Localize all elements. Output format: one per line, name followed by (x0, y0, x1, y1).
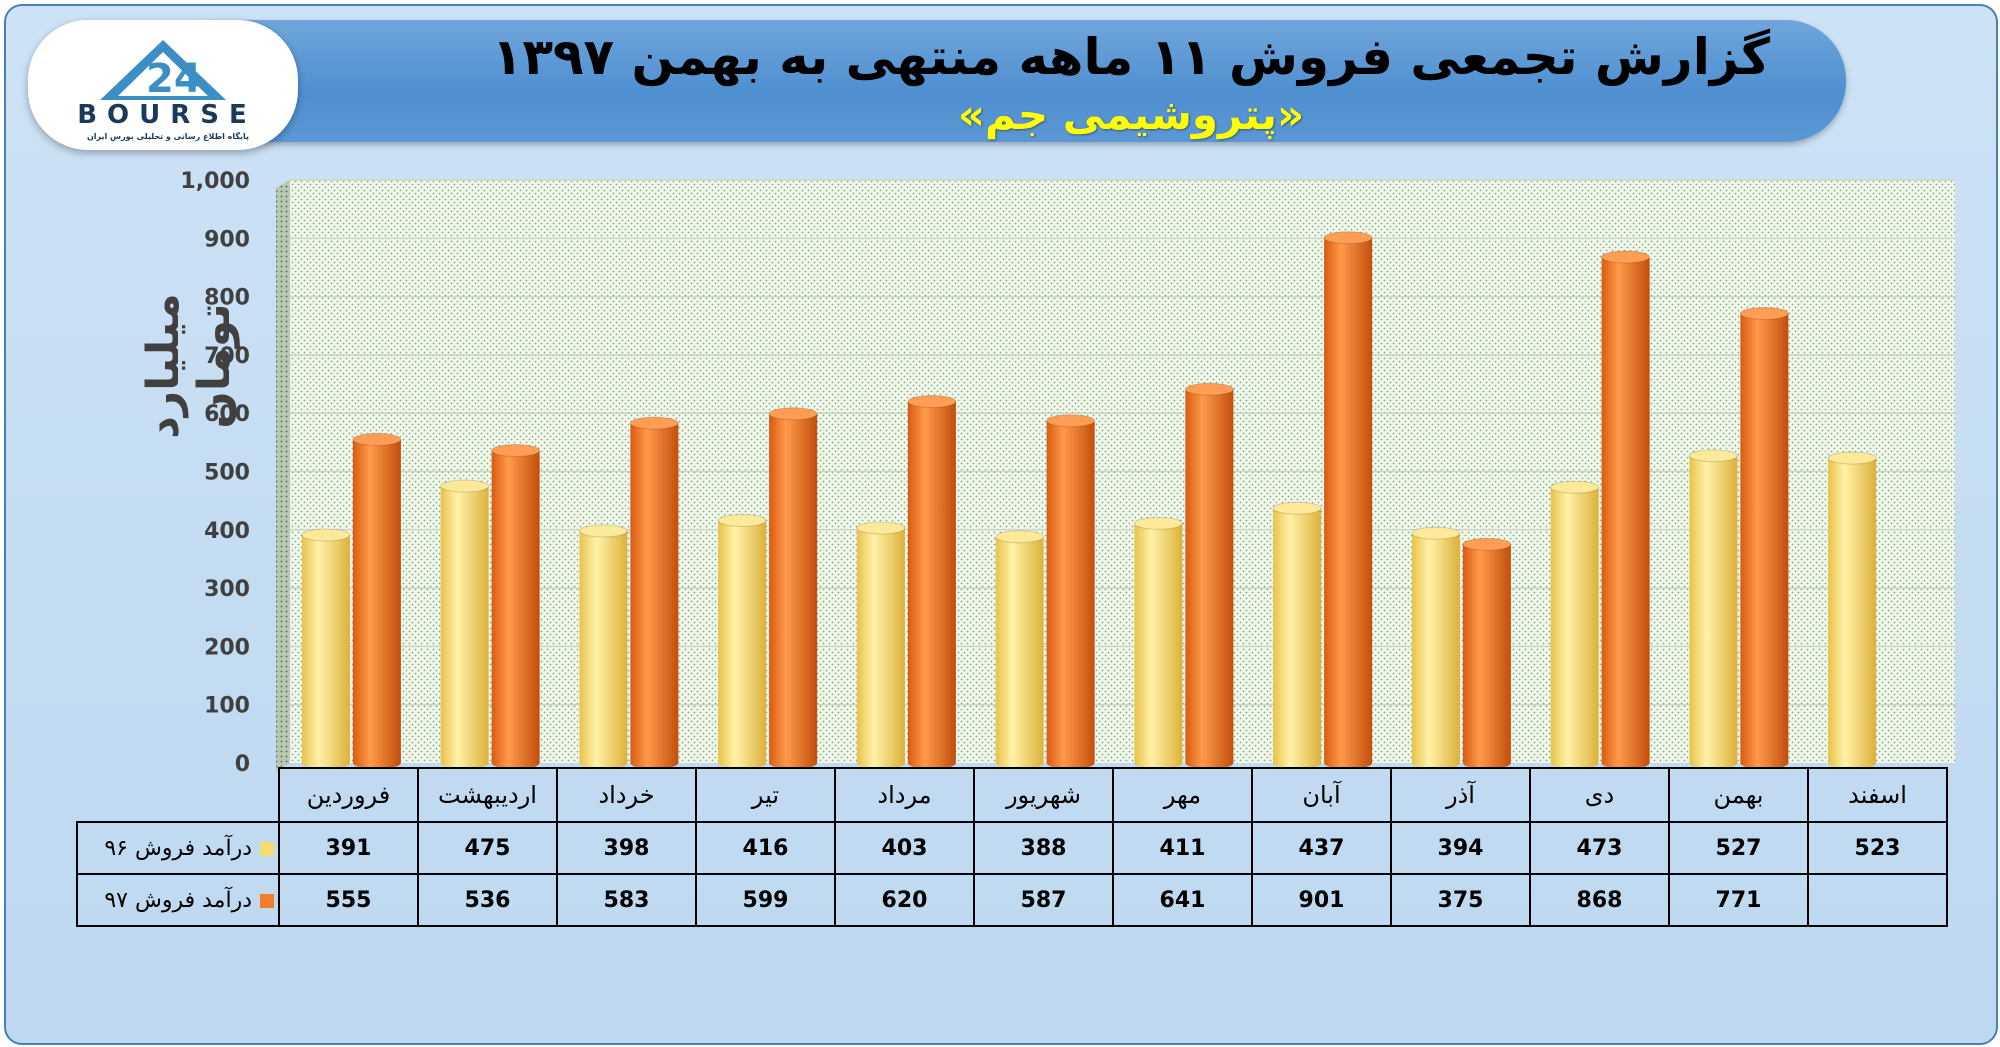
y-tick-label: 900 (204, 227, 250, 252)
y-tick-label: 1,000 (180, 169, 250, 194)
bar-97 (1046, 414, 1096, 769)
category-label: خرداد (556, 767, 697, 823)
y-tick-label: 700 (204, 344, 250, 369)
data-cell: 583 (556, 873, 697, 927)
data-cell: 437 (1251, 821, 1392, 875)
category-label: مرداد (834, 767, 975, 823)
y-tick-label: 600 (204, 402, 250, 427)
table-header-row: فروردین اردیبهشت خرداد تیر مرداد شهریور مهر آبا… (77, 767, 1948, 823)
title-banner: گزارش تجمعی فروش ۱۱ ماهه منتهی به بهمن ۱… (156, 20, 1846, 142)
grid-lines (290, 179, 1955, 706)
category-label: دی (1529, 767, 1670, 823)
data-cell: 620 (834, 873, 975, 927)
svg-text:24: 24 (146, 56, 202, 102)
data-cell: 536 (417, 873, 558, 927)
data-cell: 523 (1807, 821, 1948, 875)
legend-label: درآمد فروش ۹۶ (104, 835, 252, 861)
y-tick-label: 500 (204, 461, 250, 486)
bar-97 (352, 432, 402, 769)
bar-96 (1688, 449, 1738, 769)
bar-97 (629, 416, 679, 769)
legend-swatch (260, 893, 274, 908)
category-label: شهریور (973, 767, 1114, 823)
category-label: مهر (1112, 767, 1253, 823)
bar-96 (1550, 480, 1600, 769)
legend-swatch (260, 841, 274, 856)
bar-96 (717, 513, 767, 769)
data-cell: 416 (695, 821, 836, 875)
chart-subtitle: «پتروشیمی جم» (957, 90, 1305, 139)
bar-96 (1272, 501, 1322, 769)
data-cell: 388 (973, 821, 1114, 875)
data-cell: 375 (1390, 873, 1531, 927)
legend-entry-97: درآمد فروش ۹۷ (76, 873, 280, 927)
category-label: تیر (695, 767, 836, 823)
bar-97 (1739, 307, 1789, 769)
data-cell: 403 (834, 821, 975, 875)
y-tick-label: 400 (204, 519, 250, 544)
y-tick-label: 200 (204, 635, 250, 660)
bar-96 (440, 479, 490, 769)
bar-97 (1184, 382, 1234, 769)
logo-mark-icon: 24 (100, 40, 226, 102)
data-cell: 599 (695, 873, 836, 927)
logo-word: BOURSE (77, 100, 257, 130)
category-label: فروردین (278, 767, 419, 823)
category-label: بهمن (1668, 767, 1809, 823)
legend-label: درآمد فروش ۹۷ (104, 887, 252, 913)
category-label: اسفند (1807, 767, 1948, 823)
category-label: اردیبهشت (417, 767, 558, 823)
plot-side-wall (276, 180, 290, 771)
data-cell: 555 (278, 873, 419, 927)
data-cell: 475 (417, 821, 558, 875)
data-cell: 901 (1251, 873, 1392, 927)
data-cell: 398 (556, 821, 697, 875)
table-row: درآمد فروش ۹۶ 391 475 398 416 403 388 411 437 39… (76, 821, 1948, 875)
chart-title: گزارش تجمعی فروش ۱۱ ماهه منتهی به بهمن ۱… (491, 28, 1771, 86)
data-cell: 527 (1668, 821, 1809, 875)
data-cell: 771 (1668, 873, 1809, 927)
y-tick-label: 800 (204, 286, 250, 311)
data-cell: 394 (1390, 821, 1531, 875)
data-cell: 641 (1112, 873, 1253, 927)
bar-97 (907, 395, 957, 769)
category-label: آبان (1251, 767, 1392, 823)
legend-entry-96: درآمد فروش ۹۶ (76, 821, 280, 875)
y-tick-label: 300 (204, 577, 250, 602)
bar-96 (1411, 526, 1461, 769)
bar-96 (1827, 451, 1877, 769)
bar-96 (578, 524, 628, 769)
bar-96 (856, 521, 906, 769)
data-cell: 473 (1529, 821, 1670, 875)
bar-97 (1323, 231, 1373, 769)
bourse-logo: 24 BOURSE پایگاه اطلاع رسانی و تحلیلی بو… (28, 20, 298, 150)
table-row: درآمد فروش ۹۷ 555 536 583 599 620 587 641 901 37… (76, 873, 1948, 927)
logo-tagline: پایگاه اطلاع رسانی و تحلیلی بورس ایران (86, 132, 250, 141)
data-cell (1807, 873, 1948, 927)
bar-96 (995, 530, 1045, 769)
bar-96 (1133, 516, 1183, 769)
table-corner (77, 768, 280, 822)
bar-97 (491, 444, 541, 769)
data-cell: 391 (278, 821, 419, 875)
data-cell: 411 (1112, 821, 1253, 875)
bar-97 (1601, 250, 1651, 769)
bar-96 (301, 528, 351, 769)
bar-97 (768, 407, 818, 769)
category-label: آذر (1390, 767, 1531, 823)
data-table: فروردین اردیبهشت خرداد تیر مرداد شهریور مهر آبا… (76, 767, 1948, 927)
bars (301, 231, 1877, 769)
y-tick-label: 100 (204, 694, 250, 719)
bar-97 (1462, 537, 1512, 769)
data-cell: 868 (1529, 873, 1670, 927)
data-cell: 587 (973, 873, 1114, 927)
